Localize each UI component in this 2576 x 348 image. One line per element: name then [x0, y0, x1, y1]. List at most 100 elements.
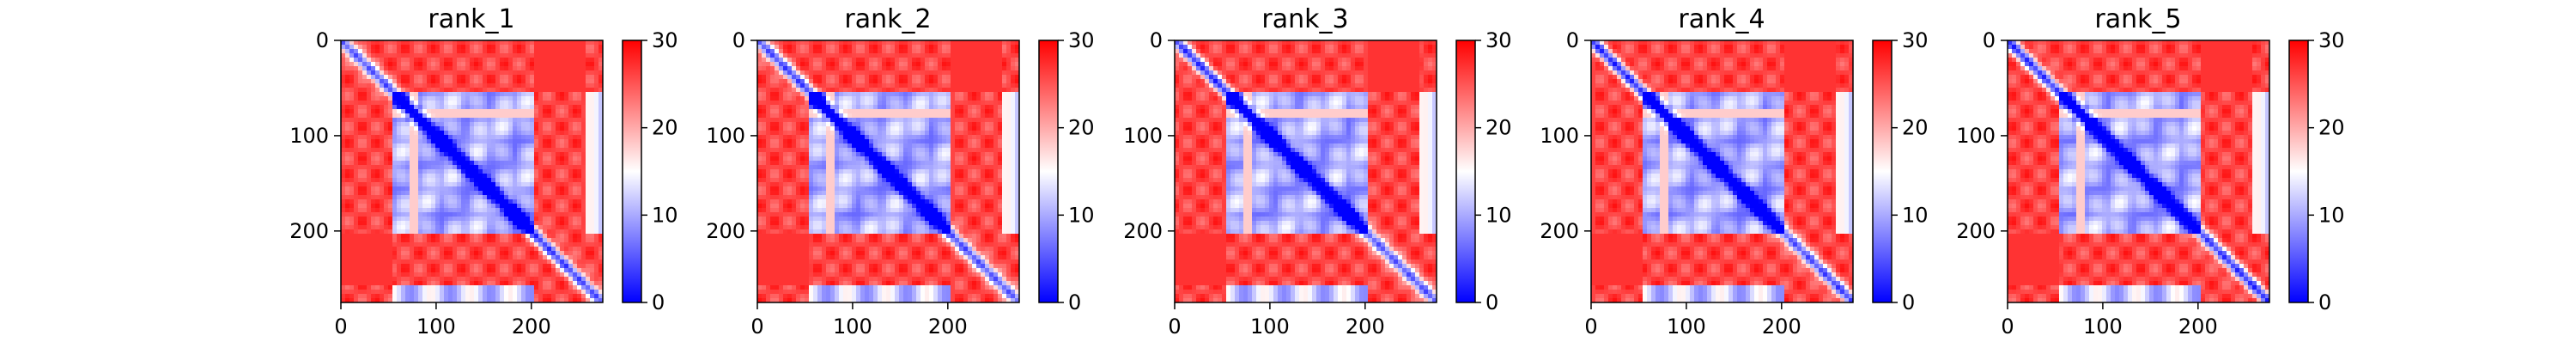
heatmap-cell	[839, 101, 843, 105]
heatmap-cell	[564, 191, 568, 195]
heatmap-cell	[435, 208, 440, 212]
heatmap-cell	[470, 113, 474, 118]
heatmap-cell	[513, 285, 517, 290]
heatmap-cell	[345, 109, 349, 113]
heatmap-cell	[483, 62, 487, 66]
heatmap-cell	[835, 277, 839, 281]
heatmap-cell	[362, 195, 367, 199]
heatmap-cell	[380, 96, 384, 101]
heatmap-cell	[500, 247, 504, 251]
heatmap-cell	[362, 131, 367, 135]
heatmap-cell	[573, 165, 577, 169]
heatmap-cell	[757, 251, 762, 255]
heatmap-cell	[478, 58, 483, 62]
heatmap-cell	[371, 225, 375, 229]
heatmap-cell	[508, 225, 513, 229]
heatmap-cell	[418, 58, 422, 62]
heatmap-cell	[422, 221, 427, 225]
heatmap-cell	[590, 212, 594, 217]
heatmap-cell	[427, 135, 431, 139]
heatmap-cell	[367, 118, 371, 122]
heatmap-cell	[521, 53, 526, 58]
heatmap-cell	[590, 83, 594, 88]
heatmap-cell	[551, 225, 556, 229]
heatmap-cell	[530, 58, 534, 62]
heatmap-cell	[805, 186, 809, 191]
heatmap-cell	[380, 101, 384, 105]
heatmap-cell	[826, 195, 830, 199]
heatmap-cell	[410, 221, 414, 225]
heatmap-cell	[453, 148, 457, 152]
heatmap-cell	[822, 272, 826, 277]
heatmap-cell	[345, 268, 349, 272]
heatmap-cell	[349, 234, 354, 238]
heatmap-cell	[530, 152, 534, 156]
heatmap-cell	[839, 131, 843, 135]
heatmap-cell	[800, 109, 805, 113]
heatmap-cell	[577, 204, 581, 208]
heatmap-cell	[414, 191, 418, 195]
heatmap-cell	[491, 143, 495, 148]
heatmap-cell	[813, 182, 817, 186]
heatmap-cell	[491, 101, 495, 105]
heatmap-cell	[487, 251, 491, 255]
heatmap-cell	[384, 161, 388, 165]
heatmap-cell	[770, 178, 775, 182]
heatmap-cell	[422, 70, 427, 75]
heatmap-cell	[543, 96, 547, 101]
heatmap-cell	[538, 79, 543, 83]
heatmap-cell	[526, 272, 530, 277]
heatmap-cell	[513, 96, 517, 101]
heatmap-cell	[813, 122, 817, 126]
heatmap-cell	[586, 195, 590, 199]
heatmap-cell	[770, 109, 775, 113]
heatmap-cell	[830, 79, 835, 83]
heatmap-cell	[551, 165, 556, 169]
heatmap-cell	[796, 229, 800, 234]
heatmap-cell	[410, 70, 414, 75]
heatmap-cell	[517, 156, 521, 161]
heatmap-cell	[401, 83, 405, 88]
heatmap-cell	[534, 242, 538, 247]
heatmap-cell	[551, 109, 556, 113]
heatmap-cell	[796, 40, 800, 45]
heatmap-cell	[465, 277, 470, 281]
heatmap-cell	[427, 182, 431, 186]
heatmap-cell	[422, 75, 427, 79]
heatmap-cell	[830, 268, 835, 272]
heatmap-cell	[401, 62, 405, 66]
heatmap-cell	[483, 148, 487, 152]
heatmap-cell	[397, 251, 401, 255]
heatmap-cell	[470, 70, 474, 75]
heatmap-cell	[826, 92, 830, 96]
heatmap-cell	[809, 290, 813, 294]
heatmap-cell	[594, 238, 598, 242]
heatmap-cell	[487, 118, 491, 122]
heatmap-cell	[577, 277, 581, 281]
heatmap-cell	[384, 66, 388, 70]
heatmap-cell	[491, 268, 495, 272]
heatmap-cell	[384, 40, 388, 45]
heatmap-cell	[483, 118, 487, 122]
heatmap-cell	[796, 272, 800, 277]
heatmap-cell	[517, 70, 521, 75]
heatmap-cell	[478, 169, 483, 174]
heatmap-cell	[444, 212, 448, 217]
heatmap-cell	[775, 101, 779, 105]
heatmap-cell	[770, 83, 775, 88]
heatmap-cell	[354, 62, 358, 66]
heatmap-cell	[448, 285, 453, 290]
heatmap-cell	[813, 169, 817, 174]
heatmap-cell	[775, 195, 779, 199]
heatmap-cell	[513, 208, 517, 212]
heatmap-cell	[792, 208, 796, 212]
heatmap-cell	[440, 204, 444, 208]
heatmap-cell	[770, 113, 775, 118]
heatmap-cell	[478, 152, 483, 156]
heatmap-cell	[809, 156, 813, 161]
heatmap-cell	[809, 101, 813, 105]
heatmap-cell	[573, 169, 577, 174]
heatmap-cell	[796, 264, 800, 268]
heatmap-cell	[371, 70, 375, 75]
heatmap-cell	[410, 281, 414, 285]
